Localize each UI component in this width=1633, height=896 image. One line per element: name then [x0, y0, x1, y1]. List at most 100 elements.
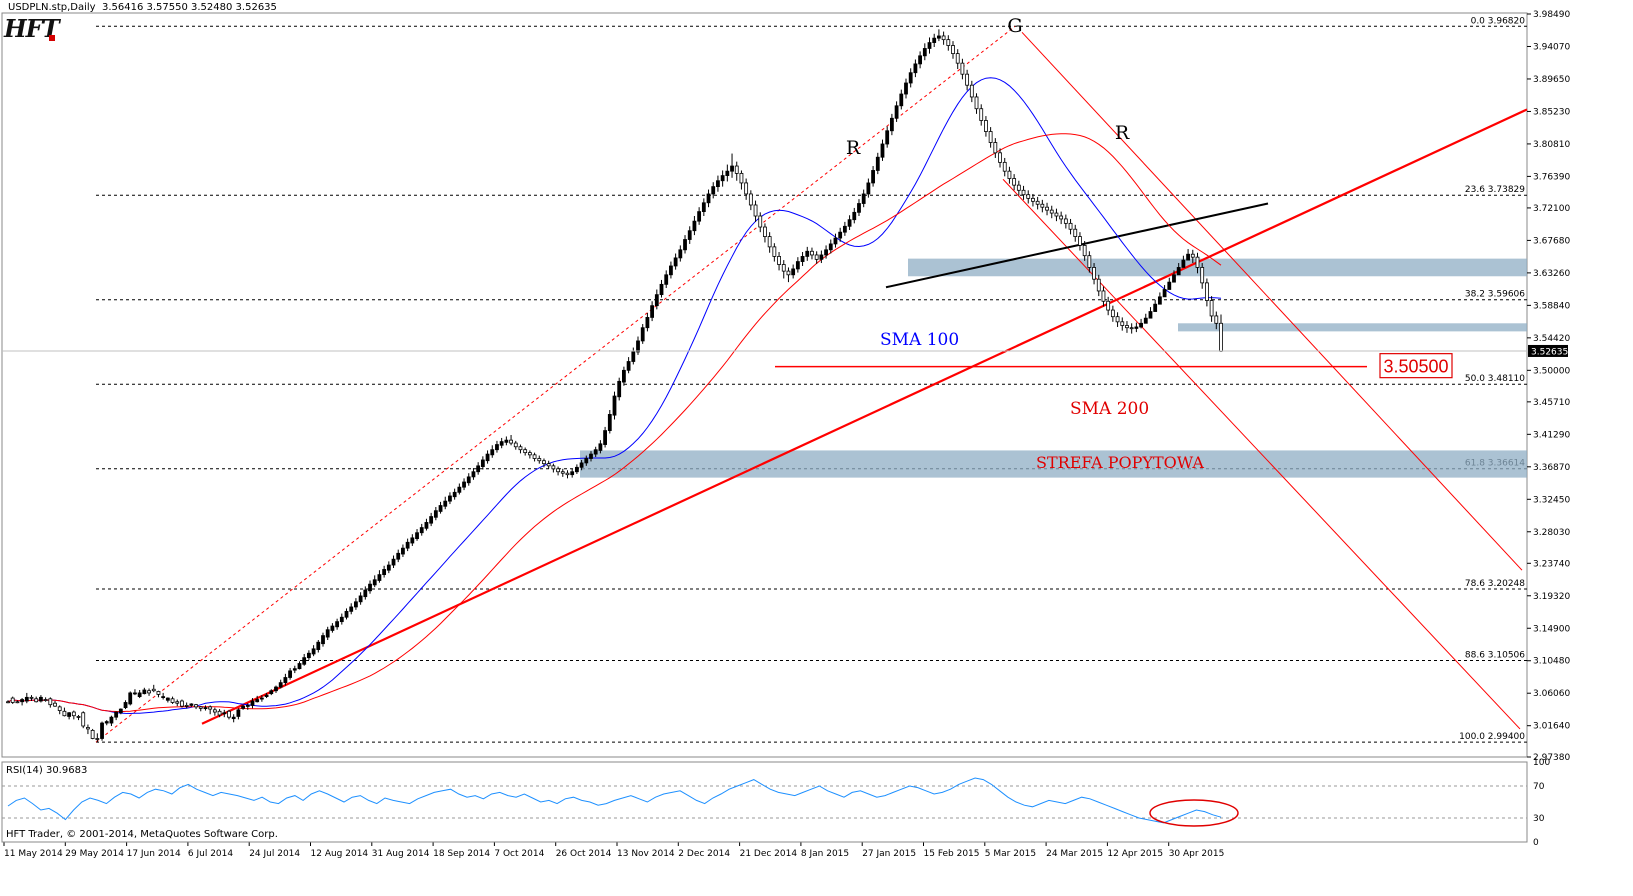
candle-body — [626, 361, 631, 371]
candle-body — [231, 716, 236, 720]
candle-body — [612, 395, 617, 416]
candle-body — [748, 193, 753, 206]
price-tick-label: 3.41290 — [1533, 430, 1570, 440]
candle-body — [645, 317, 650, 329]
candle-body — [1054, 212, 1059, 217]
candle-body — [151, 688, 156, 692]
candle-body — [1143, 317, 1148, 324]
candle-body — [485, 453, 490, 462]
demand-zone-label: STREFA POPYTOWA — [1036, 453, 1204, 472]
candle-body — [386, 564, 391, 571]
candle-body — [24, 696, 29, 702]
candle-body — [589, 453, 593, 459]
candle-body — [137, 692, 142, 697]
time-tick-label: 18 Sep 2014 — [433, 849, 490, 859]
candle-body — [725, 170, 730, 176]
candle-body — [339, 616, 344, 623]
candle-body — [941, 35, 946, 41]
candle-body — [1129, 327, 1134, 330]
candle-body — [819, 254, 824, 260]
candle-body — [1134, 326, 1139, 329]
candle-body — [499, 441, 504, 446]
level-box — [1379, 353, 1453, 379]
candle-body — [622, 369, 626, 383]
price-tick-label: 3.45710 — [1533, 398, 1570, 408]
candle-body — [297, 663, 302, 670]
rising-trendline — [201, 108, 1528, 725]
price-pane-frame — [1, 12, 1528, 758]
rsi-line — [7, 777, 1222, 824]
candle-body — [1092, 267, 1096, 280]
price-tick-label: 3.23740 — [1533, 559, 1570, 569]
channel-upper-line — [1021, 31, 1523, 571]
candle-body — [114, 711, 119, 718]
candle-body — [1125, 325, 1129, 329]
candle-body — [1012, 178, 1017, 186]
rsi-highlight-ellipse — [1149, 799, 1239, 827]
candle-body — [598, 443, 603, 451]
neckline — [885, 202, 1269, 289]
price-tick-label: 3.06060 — [1533, 689, 1570, 699]
candle-body — [1016, 184, 1021, 191]
candle-body — [570, 471, 575, 476]
candle-body — [1035, 200, 1040, 205]
candle-body — [245, 705, 250, 707]
price-grid — [1, 12, 1528, 758]
candle-body — [274, 686, 278, 692]
candle-body — [678, 249, 683, 259]
candle-body — [443, 500, 448, 507]
time-tick-label: 21 Dec 2014 — [740, 849, 798, 859]
candle-body — [1139, 322, 1143, 328]
candle-body — [1219, 322, 1223, 352]
candle-body — [1106, 300, 1111, 311]
candle-body — [1148, 311, 1153, 319]
time-tick-label: 26 Oct 2014 — [556, 849, 612, 859]
candle-body — [833, 237, 838, 245]
candle-body — [1082, 245, 1087, 257]
candle-body — [1167, 281, 1172, 290]
candle-body — [90, 729, 95, 739]
candle-body — [302, 657, 307, 665]
candle-body — [960, 62, 965, 75]
price-tick-label: 3.63260 — [1533, 269, 1570, 279]
candle-body — [805, 250, 810, 257]
candle-body — [542, 460, 546, 465]
candle-body — [659, 283, 664, 296]
candle-body — [697, 211, 702, 222]
price-tick-label: 3.50000 — [1533, 366, 1570, 376]
fib-label: 100.0 2.99400 — [1459, 732, 1525, 742]
candle-body — [560, 471, 565, 474]
candle-body — [974, 96, 979, 110]
candle-body — [311, 648, 316, 655]
price-tick-label: 3.94070 — [1533, 42, 1570, 52]
candle-body — [1002, 161, 1007, 172]
candle-body — [363, 589, 368, 598]
candle-body — [48, 698, 53, 706]
candle-body — [904, 82, 908, 95]
fib-diagonal-line — [95, 26, 1016, 743]
candle-body — [932, 37, 937, 43]
rsi-tick-label: 0 — [1533, 838, 1539, 848]
candle-body — [1190, 253, 1195, 258]
candle-body — [419, 527, 424, 534]
candle-body — [513, 442, 518, 448]
time-tick-label: 31 Aug 2014 — [372, 849, 430, 859]
candle-body — [269, 690, 274, 695]
candle-body — [438, 505, 443, 512]
candle-body — [777, 256, 781, 265]
price-candles — [6, 29, 1223, 743]
candle-body — [288, 670, 292, 678]
candle-body — [382, 569, 387, 576]
candle-body — [377, 574, 382, 581]
candle-body — [993, 142, 998, 154]
logo-dot-icon — [49, 35, 55, 41]
candle-body — [128, 692, 133, 705]
candle-body — [250, 700, 255, 706]
candle-body — [617, 380, 622, 398]
price-tick-label: 3.89650 — [1533, 75, 1570, 85]
candle-body — [180, 700, 184, 707]
candle-body — [730, 165, 734, 172]
candle-body — [894, 105, 899, 119]
time-tick-label: 7 Oct 2014 — [494, 849, 544, 859]
